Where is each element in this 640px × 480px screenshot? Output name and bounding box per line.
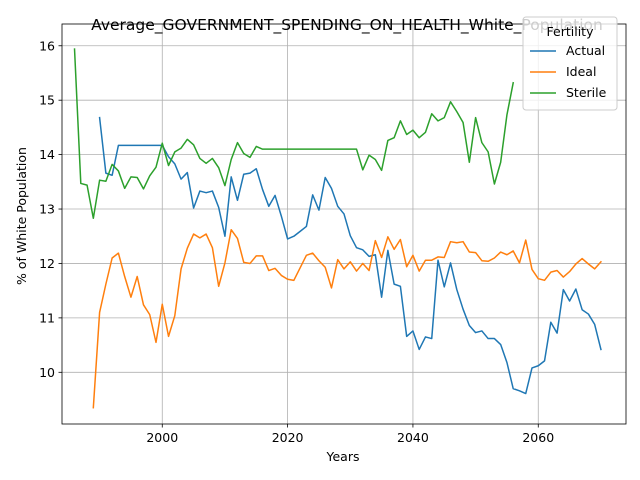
legend: Fertility Actual Ideal Sterile (522, 16, 618, 111)
y-tick-label: 13 (39, 202, 55, 217)
legend-box (522, 16, 618, 111)
x-tick-label: 2060 (522, 430, 554, 445)
x-tick-label: 2000 (146, 430, 178, 445)
legend-label-actual: Actual (566, 43, 605, 58)
chart-title: Average_GOVERNMENT_SPENDING_ON_HEALTH_Wh… (91, 16, 603, 35)
x-axis-label: Years (326, 449, 360, 464)
y-tick-label: 12 (39, 256, 55, 271)
legend-title: Fertility (547, 24, 595, 39)
series-layer (73, 48, 602, 409)
series-line-sterile (73, 48, 515, 220)
y-tick-label: 11 (39, 310, 55, 325)
y-axis-label: % of White Population (14, 147, 29, 285)
y-tick-label: 15 (39, 93, 55, 108)
legend-items: Actual Ideal Sterile (530, 43, 607, 100)
y-tick-label: 10 (39, 365, 55, 380)
y-tick-label: 14 (39, 147, 55, 162)
series-line-ideal (92, 228, 602, 409)
y-tick-label: 16 (39, 38, 55, 53)
legend-label-ideal: Ideal (566, 64, 596, 79)
plot-frame (61, 23, 627, 425)
x-tick-label: 2020 (272, 430, 304, 445)
x-tick-label: 2040 (397, 430, 429, 445)
series-line-actual (98, 116, 602, 395)
axis-ticks: 2000 2020 2040 2060 10 11 12 13 14 15 16 (39, 38, 554, 445)
legend-label-sterile: Sterile (566, 85, 607, 100)
